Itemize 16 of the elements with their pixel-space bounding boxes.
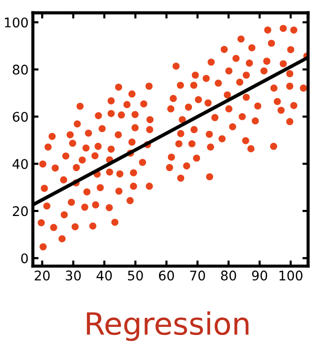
x-tick-label: 50 <box>128 270 143 281</box>
x-tick-label: 80 <box>221 270 236 281</box>
y-tick-label: 0 <box>21 253 28 264</box>
y-tick-label: 60 <box>12 112 28 122</box>
x-tick-label: 60 <box>158 270 174 281</box>
text: Regression <box>86 311 248 341</box>
x-tick-label: 40 <box>96 270 112 281</box>
y-tick-label: 20 <box>12 206 28 216</box>
x-tick-label: 90 <box>252 270 268 281</box>
x-tick-label: 30 <box>66 270 81 281</box>
y-tick-label: 40 <box>12 159 28 169</box>
x-tick-label: 70 <box>190 270 206 281</box>
y-tick-label: 80 <box>12 64 28 75</box>
y-tick-label: 100 <box>4 17 28 28</box>
x-tick-label: 100 <box>280 270 302 281</box>
x-tick-label: 20 <box>34 270 50 281</box>
